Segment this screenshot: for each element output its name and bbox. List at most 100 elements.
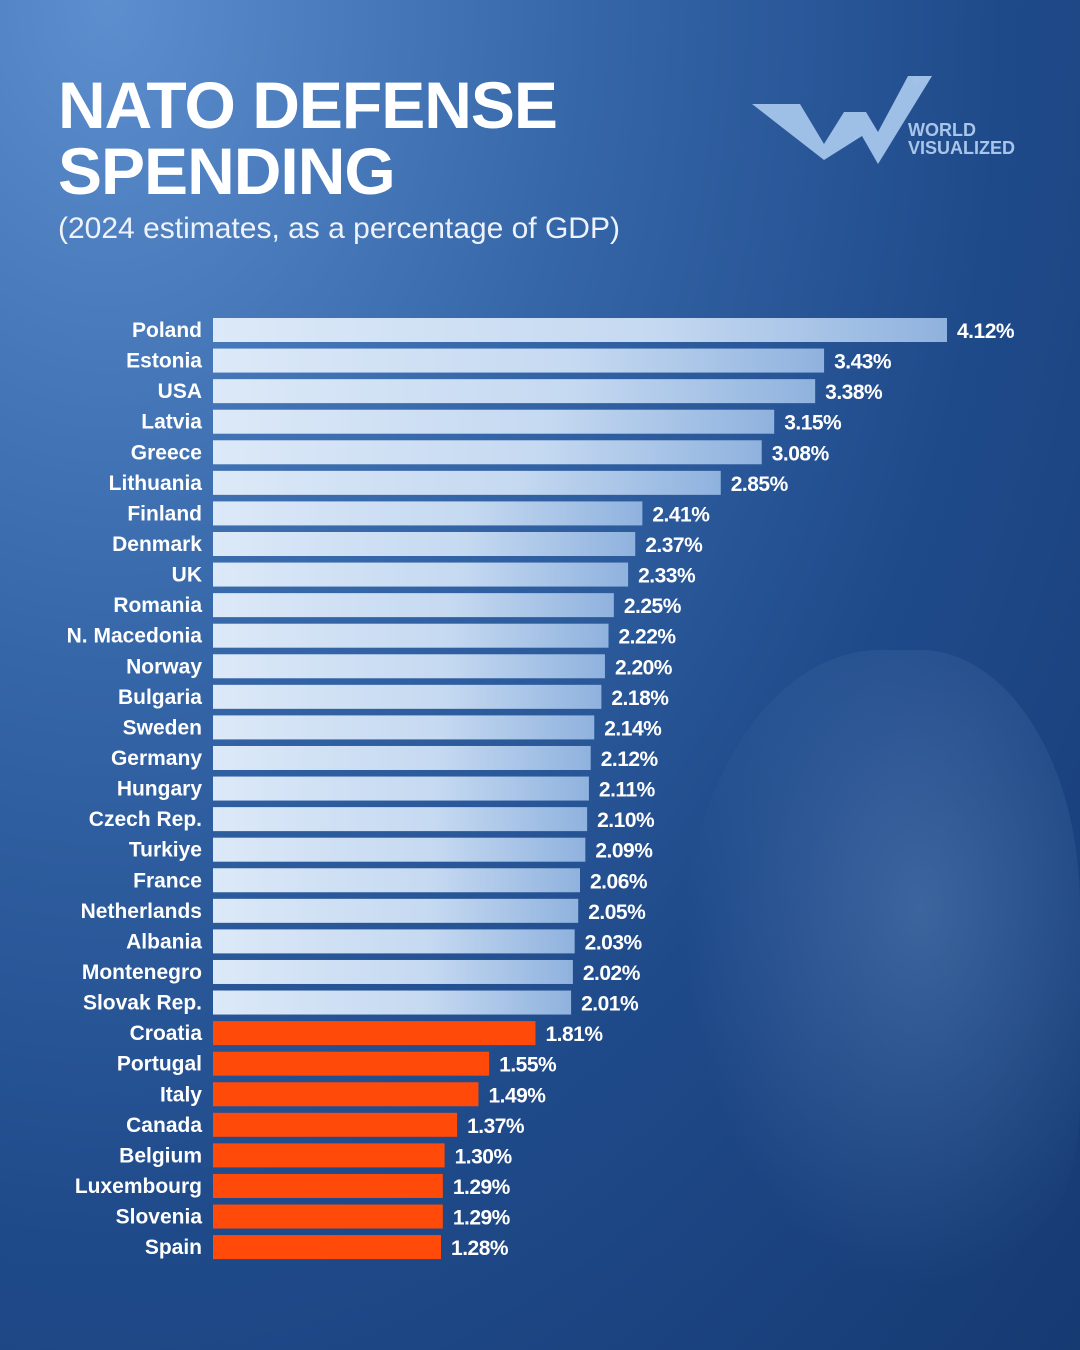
category-label: Lithuania xyxy=(109,472,203,495)
value-label: 1.29% xyxy=(453,1207,511,1230)
category-label: Albania xyxy=(126,930,202,953)
value-label: 2.37% xyxy=(645,534,703,557)
category-label: Greece xyxy=(131,441,202,464)
category-label: Croatia xyxy=(130,1022,203,1045)
category-label: Slovak Rep. xyxy=(83,992,202,1015)
bar-uk xyxy=(213,562,629,587)
bar-lithuania xyxy=(213,470,721,495)
world-visualized-logo-icon xyxy=(752,76,932,164)
category-label: Latvia xyxy=(141,411,202,434)
bar-slovenia xyxy=(213,1204,443,1229)
category-label: Denmark xyxy=(112,533,202,556)
value-label: 2.41% xyxy=(652,503,710,526)
value-label: 2.11% xyxy=(599,779,656,802)
category-label: Italy xyxy=(160,1083,202,1106)
money-roll-background xyxy=(680,650,1080,1290)
category-label: UK xyxy=(172,564,202,587)
bar-czech-rep- xyxy=(213,807,588,832)
value-label: 2.25% xyxy=(624,595,682,618)
subtitle: (2024 estimates, as a percentage of GDP) xyxy=(58,212,620,245)
bar-poland xyxy=(213,318,947,342)
value-label: 2.12% xyxy=(601,748,659,771)
category-label: USA xyxy=(158,380,202,403)
value-label: 1.28% xyxy=(451,1237,509,1260)
bar-spain xyxy=(213,1235,442,1260)
bar-bulgaria xyxy=(213,684,602,709)
bar-denmark xyxy=(213,531,636,556)
bar-n-macedonia xyxy=(213,623,609,648)
value-label: 2.03% xyxy=(585,931,643,954)
registered-mark: ® xyxy=(912,76,920,87)
value-label: 3.15% xyxy=(784,412,842,435)
category-label: Estonia xyxy=(126,350,202,373)
value-label: 1.30% xyxy=(455,1145,513,1168)
bar-luxembourg xyxy=(213,1173,443,1198)
category-label: Finland xyxy=(127,502,202,525)
value-label: 2.22% xyxy=(619,626,677,649)
bar-montenegro xyxy=(213,959,573,984)
value-label: 2.06% xyxy=(590,870,648,893)
logo-line-2: VISUALIZED xyxy=(908,138,1016,158)
category-label: N. Macedonia xyxy=(67,625,203,648)
bar-belgium xyxy=(213,1143,445,1168)
value-label: 4.12% xyxy=(957,320,1015,343)
category-label: Romania xyxy=(113,594,202,617)
category-label: Luxembourg xyxy=(75,1175,202,1198)
value-label: 2.10% xyxy=(597,809,655,832)
bar-canada xyxy=(213,1112,458,1137)
category-label: Belgium xyxy=(119,1144,202,1167)
bar-finland xyxy=(213,501,643,526)
title-line-1: NATO DEFENSE xyxy=(58,68,558,142)
category-label: Portugal xyxy=(117,1053,202,1076)
category-label: Spain xyxy=(145,1236,202,1259)
category-label: Montenegro xyxy=(82,961,202,984)
value-label: 2.85% xyxy=(731,473,789,496)
value-label: 1.29% xyxy=(453,1176,511,1199)
value-label: 2.14% xyxy=(604,717,662,740)
category-label: Turkiye xyxy=(129,839,202,862)
value-label: 2.18% xyxy=(611,687,669,710)
value-label: 2.02% xyxy=(583,962,641,985)
category-label: Bulgaria xyxy=(118,686,202,709)
logo-line-1: WORLD xyxy=(908,120,976,140)
bar-sweden xyxy=(213,715,595,740)
category-label: Canada xyxy=(126,1114,202,1137)
bar-estonia xyxy=(213,348,825,373)
value-label: 3.08% xyxy=(772,442,830,465)
value-label: 2.05% xyxy=(588,901,646,924)
bar-turkiye xyxy=(213,837,586,862)
value-label: 1.49% xyxy=(488,1084,546,1107)
value-label: 2.01% xyxy=(581,993,639,1016)
category-label: France xyxy=(133,869,202,892)
bar-slovak-rep- xyxy=(213,990,572,1015)
value-label: 1.37% xyxy=(467,1115,525,1138)
bar-greece xyxy=(213,440,762,465)
bar-albania xyxy=(213,929,575,954)
bar-usa xyxy=(213,379,816,404)
bar-netherlands xyxy=(213,898,579,923)
bar-portugal xyxy=(213,1051,490,1076)
bar-croatia xyxy=(213,1021,536,1046)
value-label: 3.43% xyxy=(834,351,892,374)
category-label: Netherlands xyxy=(81,900,202,923)
category-label: Germany xyxy=(111,747,202,770)
bar-hungary xyxy=(213,776,589,801)
page-title: NATO DEFENSE SPENDING xyxy=(58,72,558,204)
value-label: 2.09% xyxy=(595,840,653,863)
bar-germany xyxy=(213,745,591,770)
value-label: 3.38% xyxy=(825,381,883,404)
category-label: Slovenia xyxy=(116,1206,203,1229)
bar-france xyxy=(213,868,580,893)
value-label: 1.55% xyxy=(499,1054,557,1077)
category-label: Hungary xyxy=(117,778,203,801)
bar-italy xyxy=(213,1082,479,1107)
value-label: 2.20% xyxy=(615,656,673,679)
value-label: 1.81% xyxy=(545,1023,603,1046)
logo-text: WORLD VISUALIZED xyxy=(908,121,1015,157)
category-label: Poland xyxy=(132,319,202,342)
category-label: Sweden xyxy=(123,716,202,739)
category-label: Norway xyxy=(126,655,202,678)
bar-romania xyxy=(213,593,614,618)
category-label: Czech Rep. xyxy=(89,808,202,831)
